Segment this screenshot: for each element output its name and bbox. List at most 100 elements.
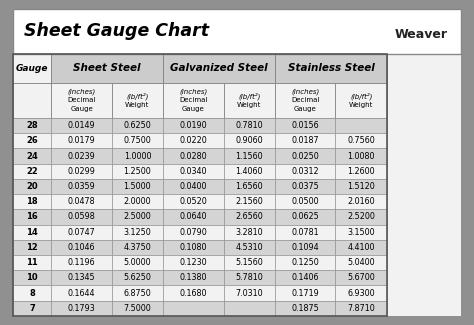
Text: 0.0149: 0.0149 [68, 121, 95, 130]
Text: 0.7500: 0.7500 [124, 136, 151, 145]
Bar [224, 301, 275, 316]
Text: 0.7810: 0.7810 [236, 121, 263, 130]
Bar [224, 133, 275, 149]
Bar [224, 270, 275, 285]
Bar [163, 225, 224, 240]
Text: (inches): (inches) [291, 88, 319, 95]
Text: 0.0280: 0.0280 [180, 151, 207, 161]
Bar [51, 164, 112, 179]
Text: Sheet Gauge Chart: Sheet Gauge Chart [25, 22, 210, 40]
Text: 0.0312: 0.0312 [292, 167, 319, 176]
Text: 0.7560: 0.7560 [347, 136, 375, 145]
Bar [224, 149, 275, 164]
Bar [224, 255, 275, 270]
Bar [13, 118, 51, 133]
Bar [336, 164, 387, 179]
Bar [13, 9, 461, 54]
Text: 4.5310: 4.5310 [236, 243, 263, 252]
Bar [112, 83, 163, 118]
Text: 5.0400: 5.0400 [347, 258, 375, 267]
Text: 0.1680: 0.1680 [180, 289, 207, 298]
Text: 3.1250: 3.1250 [124, 228, 151, 237]
Text: 1.1560: 1.1560 [236, 151, 263, 161]
Bar [51, 179, 112, 194]
Bar [163, 301, 224, 316]
Bar [13, 164, 51, 179]
Bar [51, 194, 112, 209]
Text: Decimal: Decimal [67, 98, 96, 103]
Text: 0.0299: 0.0299 [68, 167, 95, 176]
Text: 0.0781: 0.0781 [292, 228, 319, 237]
Bar [51, 209, 112, 225]
Text: 1.6560: 1.6560 [236, 182, 263, 191]
Bar [51, 301, 112, 316]
Bar [112, 240, 163, 255]
Text: 0.0640: 0.0640 [180, 213, 207, 221]
Text: 0.0179: 0.0179 [68, 136, 95, 145]
Bar [163, 240, 224, 255]
Text: 0.0156: 0.0156 [292, 121, 319, 130]
Bar [51, 225, 112, 240]
Bar [275, 270, 336, 285]
Text: 2.5000: 2.5000 [124, 213, 151, 221]
Text: 0.1719: 0.1719 [292, 289, 319, 298]
Bar [112, 209, 163, 225]
Text: 0.1793: 0.1793 [68, 304, 95, 313]
Bar [336, 240, 387, 255]
Bar [224, 164, 275, 179]
Text: Gauge: Gauge [182, 106, 205, 112]
Text: 0.1875: 0.1875 [292, 304, 319, 313]
Bar [224, 240, 275, 255]
Text: 5.6700: 5.6700 [347, 273, 375, 282]
Bar [112, 179, 163, 194]
Bar [13, 54, 51, 83]
Text: 0.0375: 0.0375 [292, 182, 319, 191]
Bar [275, 164, 336, 179]
Text: 0.1644: 0.1644 [68, 289, 95, 298]
Bar [224, 83, 275, 118]
Bar [275, 301, 336, 316]
Bar [275, 285, 336, 301]
Text: 18: 18 [27, 197, 38, 206]
Text: 2.6560: 2.6560 [236, 213, 263, 221]
Text: 0.1406: 0.1406 [292, 273, 319, 282]
Bar [336, 285, 387, 301]
Bar [275, 149, 336, 164]
Text: 0.1230: 0.1230 [180, 258, 207, 267]
Bar [275, 133, 336, 149]
Bar [51, 255, 112, 270]
Bar [112, 133, 163, 149]
Bar [224, 225, 275, 240]
Bar [112, 149, 163, 164]
Bar [224, 209, 275, 225]
Bar [13, 209, 51, 225]
Bar [275, 225, 336, 240]
Bar [13, 54, 387, 316]
Bar [112, 285, 163, 301]
Text: Gauge: Gauge [16, 64, 48, 73]
Bar [13, 194, 51, 209]
Bar [51, 240, 112, 255]
Text: (lb/ft²): (lb/ft²) [350, 92, 373, 100]
Bar [224, 285, 275, 301]
Bar [336, 149, 387, 164]
Text: 7: 7 [29, 304, 35, 313]
Bar [112, 270, 163, 285]
Text: 10: 10 [27, 273, 38, 282]
Text: 5.6250: 5.6250 [124, 273, 151, 282]
Bar [336, 209, 387, 225]
Text: 0.1380: 0.1380 [180, 273, 207, 282]
Bar [336, 225, 387, 240]
Text: 1.2600: 1.2600 [347, 167, 375, 176]
Text: 0.0250: 0.0250 [292, 151, 319, 161]
Text: 20: 20 [27, 182, 38, 191]
Bar [112, 194, 163, 209]
Text: 1.4060: 1.4060 [236, 167, 263, 176]
Bar [336, 133, 387, 149]
Text: 6.8750: 6.8750 [124, 289, 151, 298]
Text: 1.2500: 1.2500 [124, 167, 151, 176]
Text: 2.5200: 2.5200 [347, 213, 375, 221]
Text: 0.0790: 0.0790 [180, 228, 207, 237]
Bar [112, 225, 163, 240]
Text: 8: 8 [29, 289, 35, 298]
